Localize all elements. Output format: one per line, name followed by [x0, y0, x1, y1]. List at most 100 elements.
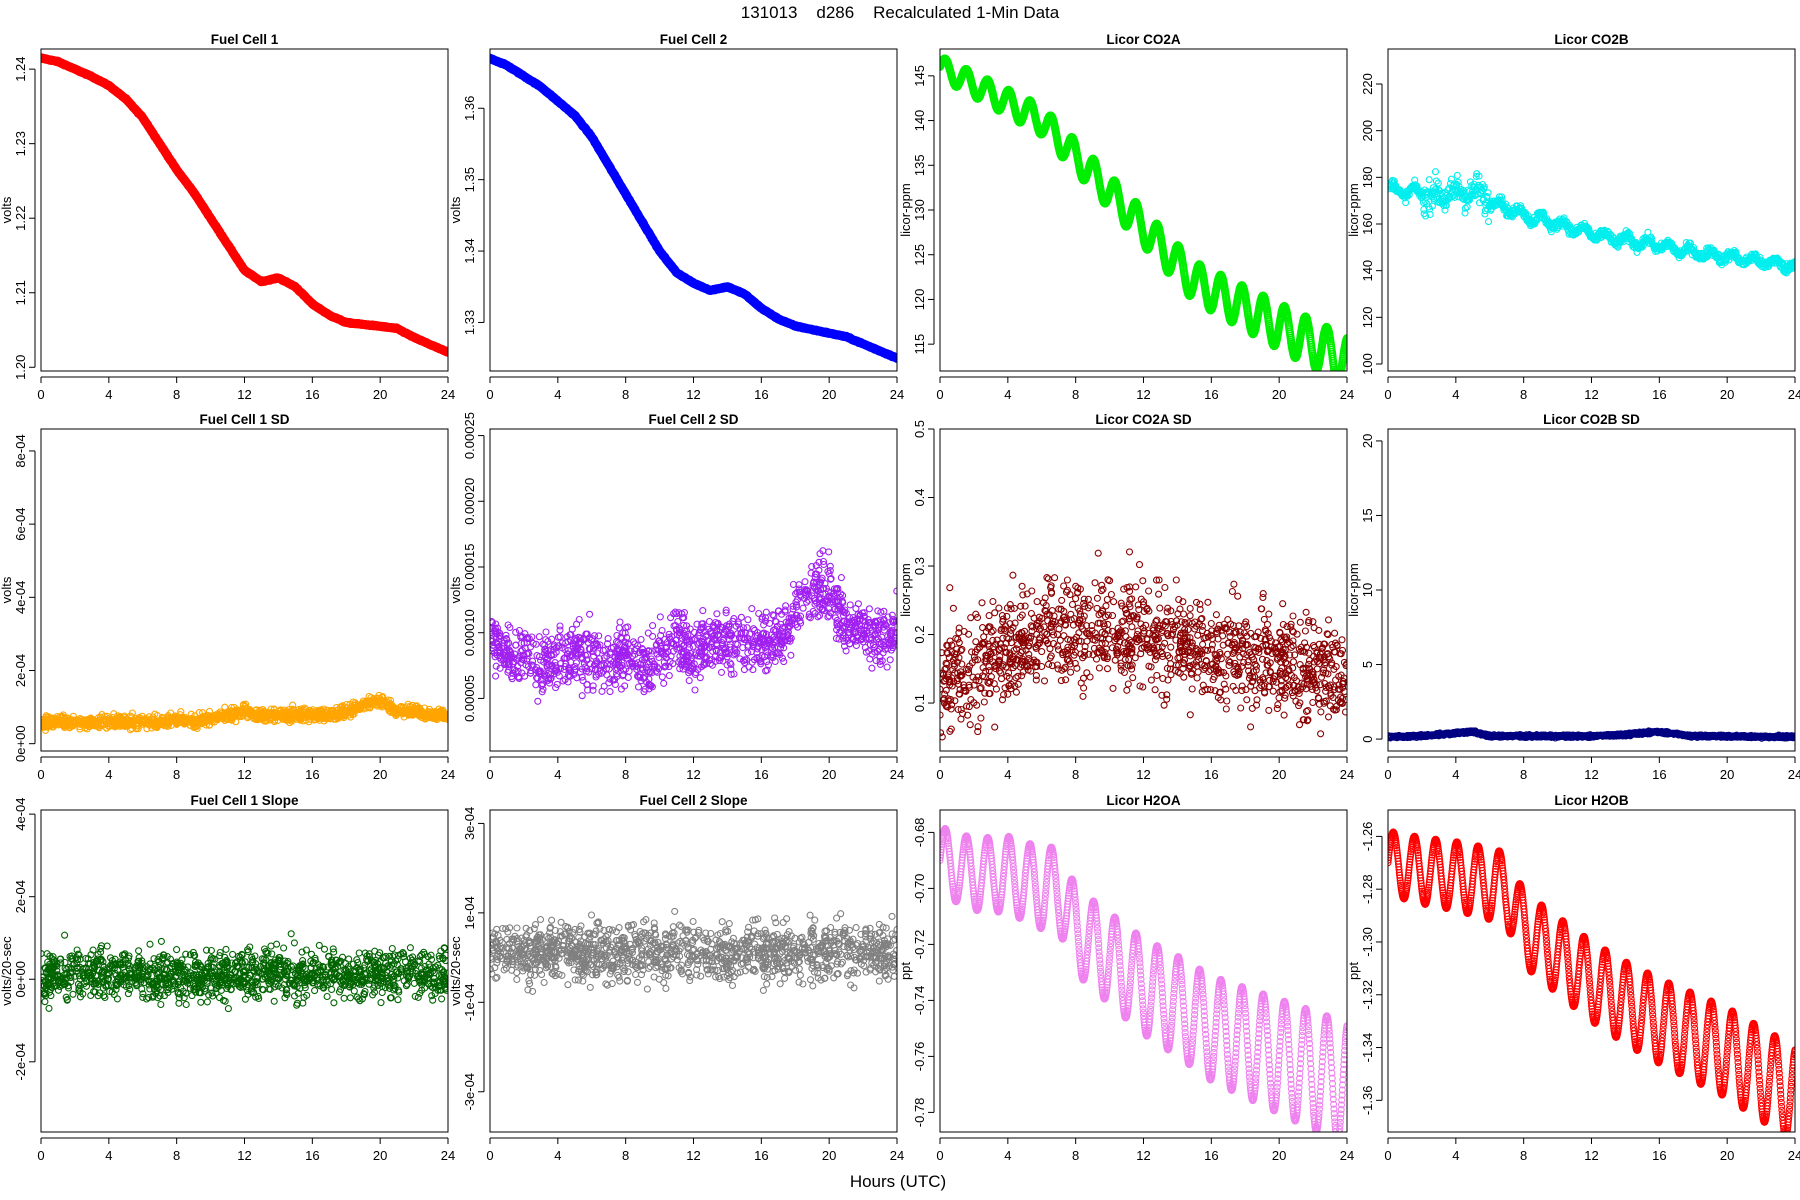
data-point	[1421, 197, 1429, 206]
plot-frame	[1387, 48, 1796, 372]
data-point	[227, 704, 236, 712]
data-point	[1453, 171, 1461, 179]
data-point	[1614, 243, 1622, 251]
data-point	[1498, 193, 1506, 201]
y-tick-label: 120	[1360, 306, 1375, 328]
panel-title-fuel-cell-2: Fuel Cell 2	[660, 32, 728, 47]
data-point	[1483, 193, 1491, 202]
x-tick-label: 16	[1652, 387, 1666, 402]
data-point	[1333, 375, 1340, 382]
data-point	[110, 710, 118, 718]
series-fuel-cell-2	[490, 53, 897, 363]
y-tick-label: 145	[912, 65, 927, 87]
data-point	[1335, 378, 1342, 385]
plot-frame	[489, 48, 898, 372]
data-point	[192, 722, 200, 730]
x-tick-label: 0	[486, 387, 493, 402]
y-axis-label: licor-ppm	[1346, 183, 1361, 236]
y-tick-label: 100	[1360, 353, 1375, 375]
data-point	[1520, 208, 1528, 216]
data-point	[1333, 378, 1340, 385]
panel-fuel-cell-1-sd: Fuel Cell 1 SD0 4 8 12 16 20 240e+002e-044e-04…	[0, 412, 455, 782]
data-point	[1624, 228, 1632, 236]
y-tick-label: 120	[912, 289, 927, 311]
y-tick-label: 135	[912, 154, 927, 176]
data-point	[1334, 378, 1341, 385]
y-tick-label: 220	[1360, 73, 1375, 95]
x-tick-label: 8	[173, 387, 180, 402]
y-tick-label: 125	[912, 244, 927, 266]
data-point	[1454, 178, 1462, 186]
x-tick-label: 16	[305, 387, 319, 402]
data-point	[348, 707, 356, 715]
data-point	[382, 699, 390, 707]
x-tick-label: 24	[890, 387, 904, 402]
panel-title-fuel-cell-1: Fuel Cell 1	[211, 32, 279, 47]
data-point	[1484, 189, 1492, 197]
x-tick-label: 4	[1004, 387, 1011, 402]
data-point	[443, 347, 448, 357]
y-tick-label: 1.24	[13, 56, 28, 81]
data-point	[1432, 177, 1440, 185]
panels: Fuel Cell 10 4 8 12 16 20 241.201.211.221.231.…	[0, 32, 1800, 1163]
data-point	[1789, 260, 1795, 268]
series-fuel-cell-1-sd	[41, 691, 448, 734]
data-point	[1330, 367, 1339, 371]
data-point	[1335, 378, 1342, 385]
data-point	[201, 715, 209, 723]
x-tick-label: 12	[1584, 387, 1598, 402]
data-point	[1441, 206, 1449, 214]
data-point	[347, 709, 355, 717]
x-tick-label: 24	[1788, 387, 1800, 402]
data-point	[1425, 176, 1433, 184]
data-point	[1431, 168, 1440, 176]
y-tick-label: 180	[1360, 166, 1375, 188]
series-licor-co2a	[940, 54, 1347, 385]
x-tick-label: 20	[822, 387, 836, 402]
data-point	[302, 705, 310, 713]
data-point	[1337, 373, 1344, 380]
data-point	[1336, 375, 1343, 382]
data-point	[1422, 212, 1430, 220]
data-point	[363, 697, 371, 705]
y-tick-label: 1.23	[13, 131, 28, 156]
x-tick-label: 8	[1520, 387, 1527, 402]
panel-title-licor-co2a: Licor CO2A	[1106, 32, 1181, 47]
data-point	[289, 701, 297, 709]
figure-title: 131013 d286 Recalculated 1-Min Data	[741, 3, 1060, 22]
data-point	[1440, 201, 1448, 210]
y-axis-label: volts	[0, 196, 14, 223]
panel-fuel-cell-2: Fuel Cell 20 4 8 12 16 20 241.331.341.351.36vo…	[448, 32, 904, 402]
panel-title-licor-co2b: Licor CO2B	[1554, 32, 1629, 47]
x-tick-label: 8	[622, 387, 629, 402]
data-point	[1475, 172, 1483, 180]
data-point	[107, 717, 115, 726]
y-axis-label: licor-ppm	[898, 183, 913, 236]
data-point	[128, 709, 136, 717]
y-tick-label: 130	[912, 199, 927, 221]
data-point	[1402, 199, 1410, 207]
x-tick-label: 24	[1340, 387, 1354, 402]
y-tick-label: 1.21	[13, 280, 28, 305]
y-tick-label: 1.33	[462, 310, 477, 335]
data-point	[1472, 172, 1480, 181]
x-tick-label: 16	[1204, 387, 1218, 402]
data-point	[174, 718, 182, 726]
series-licor-co2b	[1388, 168, 1795, 277]
x-tick-label: 0	[37, 387, 44, 402]
data-point	[1791, 258, 1795, 266]
y-tick-label: 1.35	[462, 167, 477, 192]
x-tick-label: 4	[1452, 387, 1459, 402]
data-point	[1442, 201, 1450, 209]
data-point	[151, 710, 159, 718]
data-point	[1336, 377, 1343, 384]
x-tick-label: 16	[754, 387, 768, 402]
x-tick-label: 20	[1720, 387, 1734, 402]
y-tick-label: 160	[1360, 213, 1375, 235]
data-point	[1461, 209, 1469, 217]
data-point	[1432, 185, 1440, 193]
y-tick-label: 1.36	[462, 96, 477, 121]
data-point	[190, 723, 198, 732]
